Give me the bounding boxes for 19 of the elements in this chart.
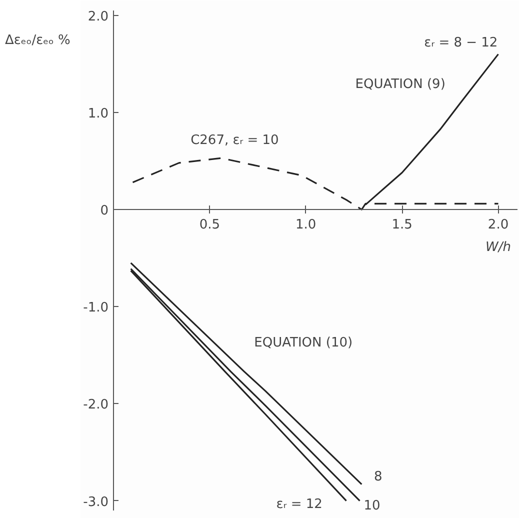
y-axis-title: Δεₑₒ/εₑₒ % [5,32,70,50]
annotation: εᵣ = 8 − 12 [424,36,498,50]
x-tick-label: 1.0 [296,218,316,233]
annotation: C267, εᵣ = 10 [190,133,279,148]
annotation: EQUATION (10) [254,336,353,350]
x-tick-label: 0.5 [199,218,220,233]
y-tick-label: 1.0 [88,106,109,122]
y-tick-label: -3.0 [83,494,109,510]
y-tick-label: -2.0 [83,398,109,413]
y-tick-label: 2.0 [88,9,109,24]
y-tick-label: -1.0 [83,300,109,316]
x-axis-title: W/h [486,240,512,256]
annotation: 8 [374,470,382,484]
annotation: εᵣ = 12 [276,497,322,512]
y-tick-label: 0 [100,204,109,219]
annotation: 10 [364,498,380,514]
annotation: EQUATION (9) [355,77,446,92]
x-tick-label: 1.5 [392,218,412,233]
x-tick-label: 2.0 [488,218,509,233]
